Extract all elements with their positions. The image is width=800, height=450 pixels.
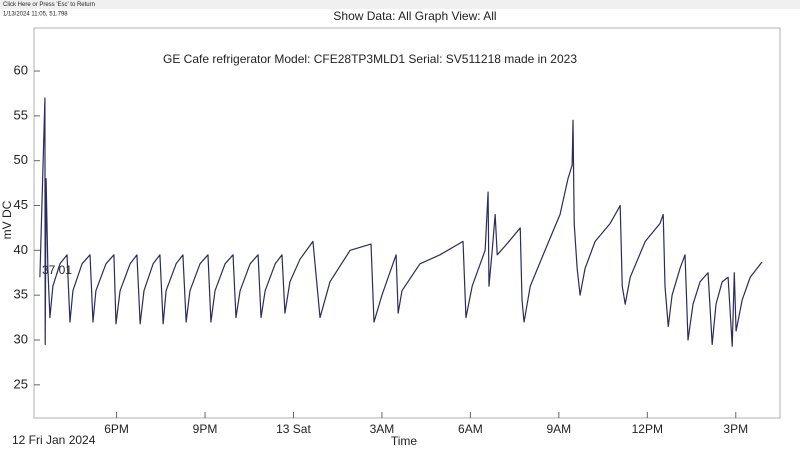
y-axis-label: mV DC — [0, 200, 14, 239]
data-line — [39, 97, 763, 347]
y-tick-label: 25 — [14, 376, 28, 391]
y-tick-label: 50 — [14, 152, 28, 167]
y-tick-label: 30 — [14, 331, 28, 346]
x-tick-label: 6PM — [104, 422, 129, 436]
x-tick-label: 9AM — [547, 422, 572, 436]
y-tick-label: 55 — [14, 107, 28, 122]
y-tick-label: 45 — [14, 197, 28, 212]
chart-title: Show Data: All Graph View: All — [333, 9, 496, 23]
y-tick-label: 60 — [14, 62, 28, 77]
y-tick-label: 35 — [14, 287, 28, 302]
plot-frame — [33, 27, 781, 419]
x-tick-label: 6AM — [458, 422, 483, 436]
x-tick-label: 13 Sat — [276, 422, 311, 436]
return-link[interactable]: Click Here or Press 'Esc' to Return — [3, 2, 95, 8]
x-tick-label: 9PM — [193, 422, 218, 436]
chart-subtitle: GE Cafe refrigerator Model: CFE28TP3MLD1… — [163, 52, 577, 66]
timestamp: 1/13/2024 11:05, 51.798 — [3, 12, 68, 18]
y-tick-label: 40 — [14, 242, 28, 257]
topbar[interactable] — [0, 0, 800, 9]
x-axis-label: Time — [391, 434, 418, 448]
x-tick-label: 12PM — [632, 422, 663, 436]
x-tick-label: 3AM — [370, 422, 395, 436]
x-tick-label: 3PM — [723, 422, 748, 436]
annotation: 37.01 — [42, 263, 72, 277]
x-start-label: 12 Fri Jan 2024 — [12, 433, 96, 447]
